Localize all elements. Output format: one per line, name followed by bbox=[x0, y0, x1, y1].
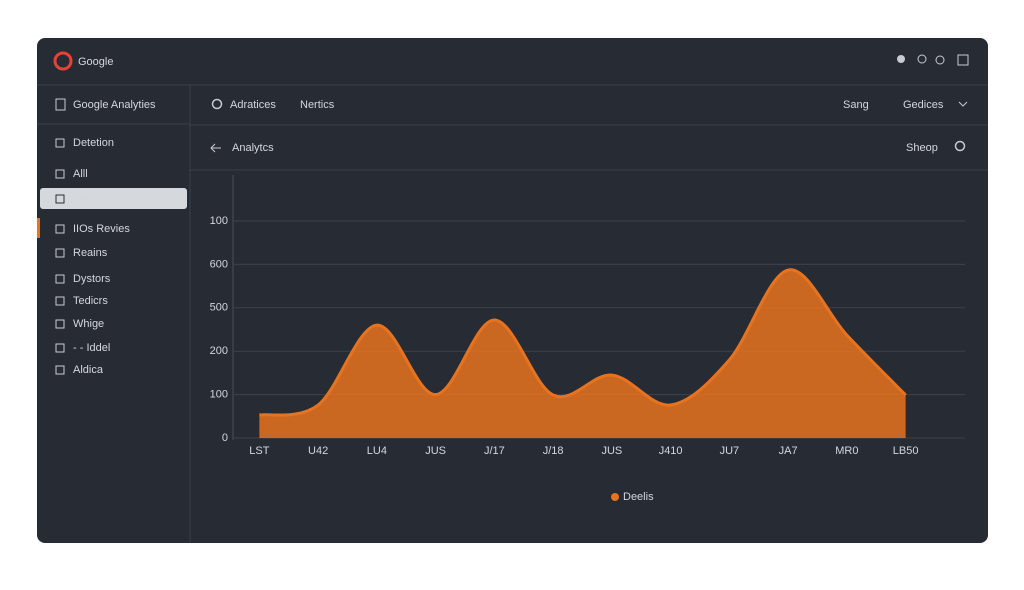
logo[interactable]: Google bbox=[78, 56, 113, 68]
logo-icon bbox=[53, 51, 73, 71]
item-icon bbox=[55, 319, 65, 329]
header-icons bbox=[897, 54, 969, 66]
app-window bbox=[37, 38, 988, 543]
toolbar-item[interactable]: Gedices bbox=[903, 99, 944, 111]
toolbar-item[interactable]: Adratices bbox=[230, 99, 276, 111]
x-tick-label: MR0 bbox=[835, 445, 858, 457]
selected-item-bg bbox=[40, 188, 187, 209]
item-icon bbox=[55, 296, 65, 306]
item-icon bbox=[55, 365, 65, 375]
toolbar-item[interactable]: Sang bbox=[843, 99, 869, 111]
sidebar-item[interactable]: - - Iddel bbox=[73, 342, 110, 354]
item-icon bbox=[55, 274, 65, 284]
x-tick-label: LST bbox=[249, 445, 269, 457]
x-tick-label: JUS bbox=[601, 445, 622, 457]
back-icon[interactable] bbox=[210, 143, 221, 153]
y-tick-label: 500 bbox=[210, 302, 228, 314]
x-tick-label: J/18 bbox=[543, 445, 564, 457]
x-tick-label: J/17 bbox=[484, 445, 505, 457]
y-tick-label: 100 bbox=[210, 389, 228, 401]
item-icon bbox=[55, 248, 65, 258]
item-icon bbox=[55, 169, 65, 179]
sidebar-item[interactable]: Nerd bbox=[73, 193, 97, 205]
toolbar-item[interactable]: Nertics bbox=[300, 99, 335, 111]
x-tick-label: JA7 bbox=[779, 445, 798, 457]
x-tick-label: JUS bbox=[425, 445, 446, 457]
sidebar-title[interactable]: Google Analyties bbox=[73, 99, 156, 111]
x-tick-label: LU4 bbox=[367, 445, 387, 457]
x-tick-label: JU7 bbox=[720, 445, 740, 457]
sidebar-item[interactable]: Aldica bbox=[73, 364, 104, 376]
item-icon bbox=[55, 138, 65, 148]
legend-swatch bbox=[611, 493, 619, 501]
item-icon bbox=[55, 194, 65, 204]
subheader-title: Analytcs bbox=[232, 142, 274, 154]
y-tick-label: 100 bbox=[210, 215, 228, 227]
active-marker bbox=[37, 218, 40, 238]
dropdown-icon[interactable] bbox=[958, 101, 968, 107]
sidebar-item[interactable]: Whige bbox=[73, 318, 104, 330]
area-line bbox=[259, 268, 907, 417]
item-icon bbox=[55, 343, 65, 353]
y-tick-label: 0 bbox=[222, 432, 228, 444]
sidebar-item[interactable]: IIOs Revies bbox=[73, 223, 130, 235]
doc-icon bbox=[55, 98, 66, 111]
sidebar-item[interactable]: Alll bbox=[73, 168, 88, 180]
user-icon[interactable] bbox=[897, 55, 905, 63]
x-tick-label: LB50 bbox=[893, 445, 919, 457]
search-icon[interactable] bbox=[211, 98, 223, 110]
sidebar-item[interactable]: Tedicrs bbox=[73, 295, 108, 307]
account-icon[interactable] bbox=[917, 54, 927, 64]
search-icon[interactable] bbox=[954, 140, 966, 152]
sidebar-item[interactable]: Reains bbox=[73, 247, 108, 259]
subheader-action[interactable]: Sheop bbox=[906, 142, 938, 154]
x-tick-label: U42 bbox=[308, 445, 328, 457]
legend-label[interactable]: Deelis bbox=[623, 491, 654, 503]
x-tick-label: J410 bbox=[659, 445, 683, 457]
sidebar-item[interactable]: Dystors bbox=[73, 273, 111, 285]
open-icon[interactable] bbox=[957, 54, 969, 66]
item-icon bbox=[55, 224, 65, 234]
y-tick-label: 600 bbox=[210, 258, 228, 270]
sidebar-item[interactable]: Detetion bbox=[73, 137, 114, 149]
search-icon[interactable] bbox=[935, 55, 945, 65]
area bbox=[259, 269, 906, 438]
y-tick-label: 200 bbox=[210, 345, 228, 357]
